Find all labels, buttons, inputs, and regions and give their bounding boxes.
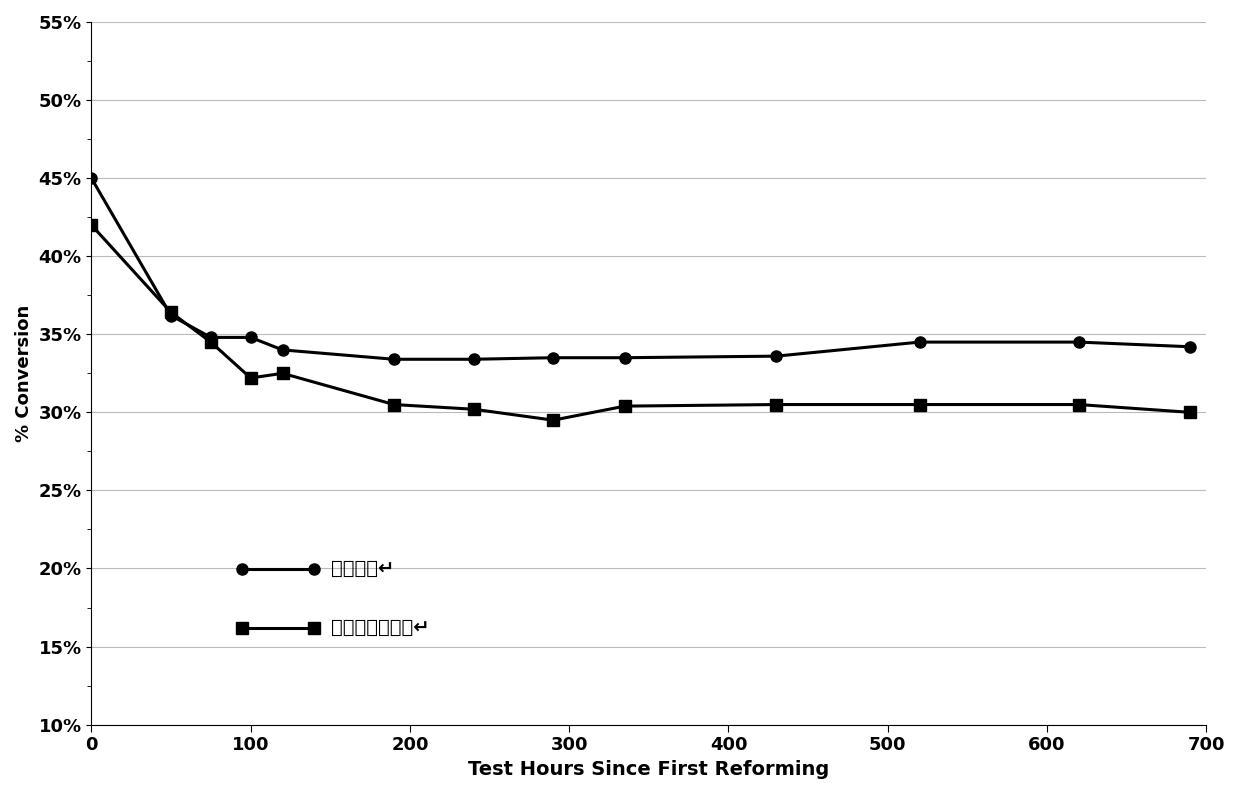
Text: 对比样品↵: 对比样品↵: [331, 559, 394, 578]
X-axis label: Test Hours Since First Reforming: Test Hours Since First Reforming: [469, 760, 830, 779]
Y-axis label: % Conversion: % Conversion: [15, 305, 33, 442]
Text: 自制催化剂样品↵: 自制催化剂样品↵: [331, 619, 430, 637]
